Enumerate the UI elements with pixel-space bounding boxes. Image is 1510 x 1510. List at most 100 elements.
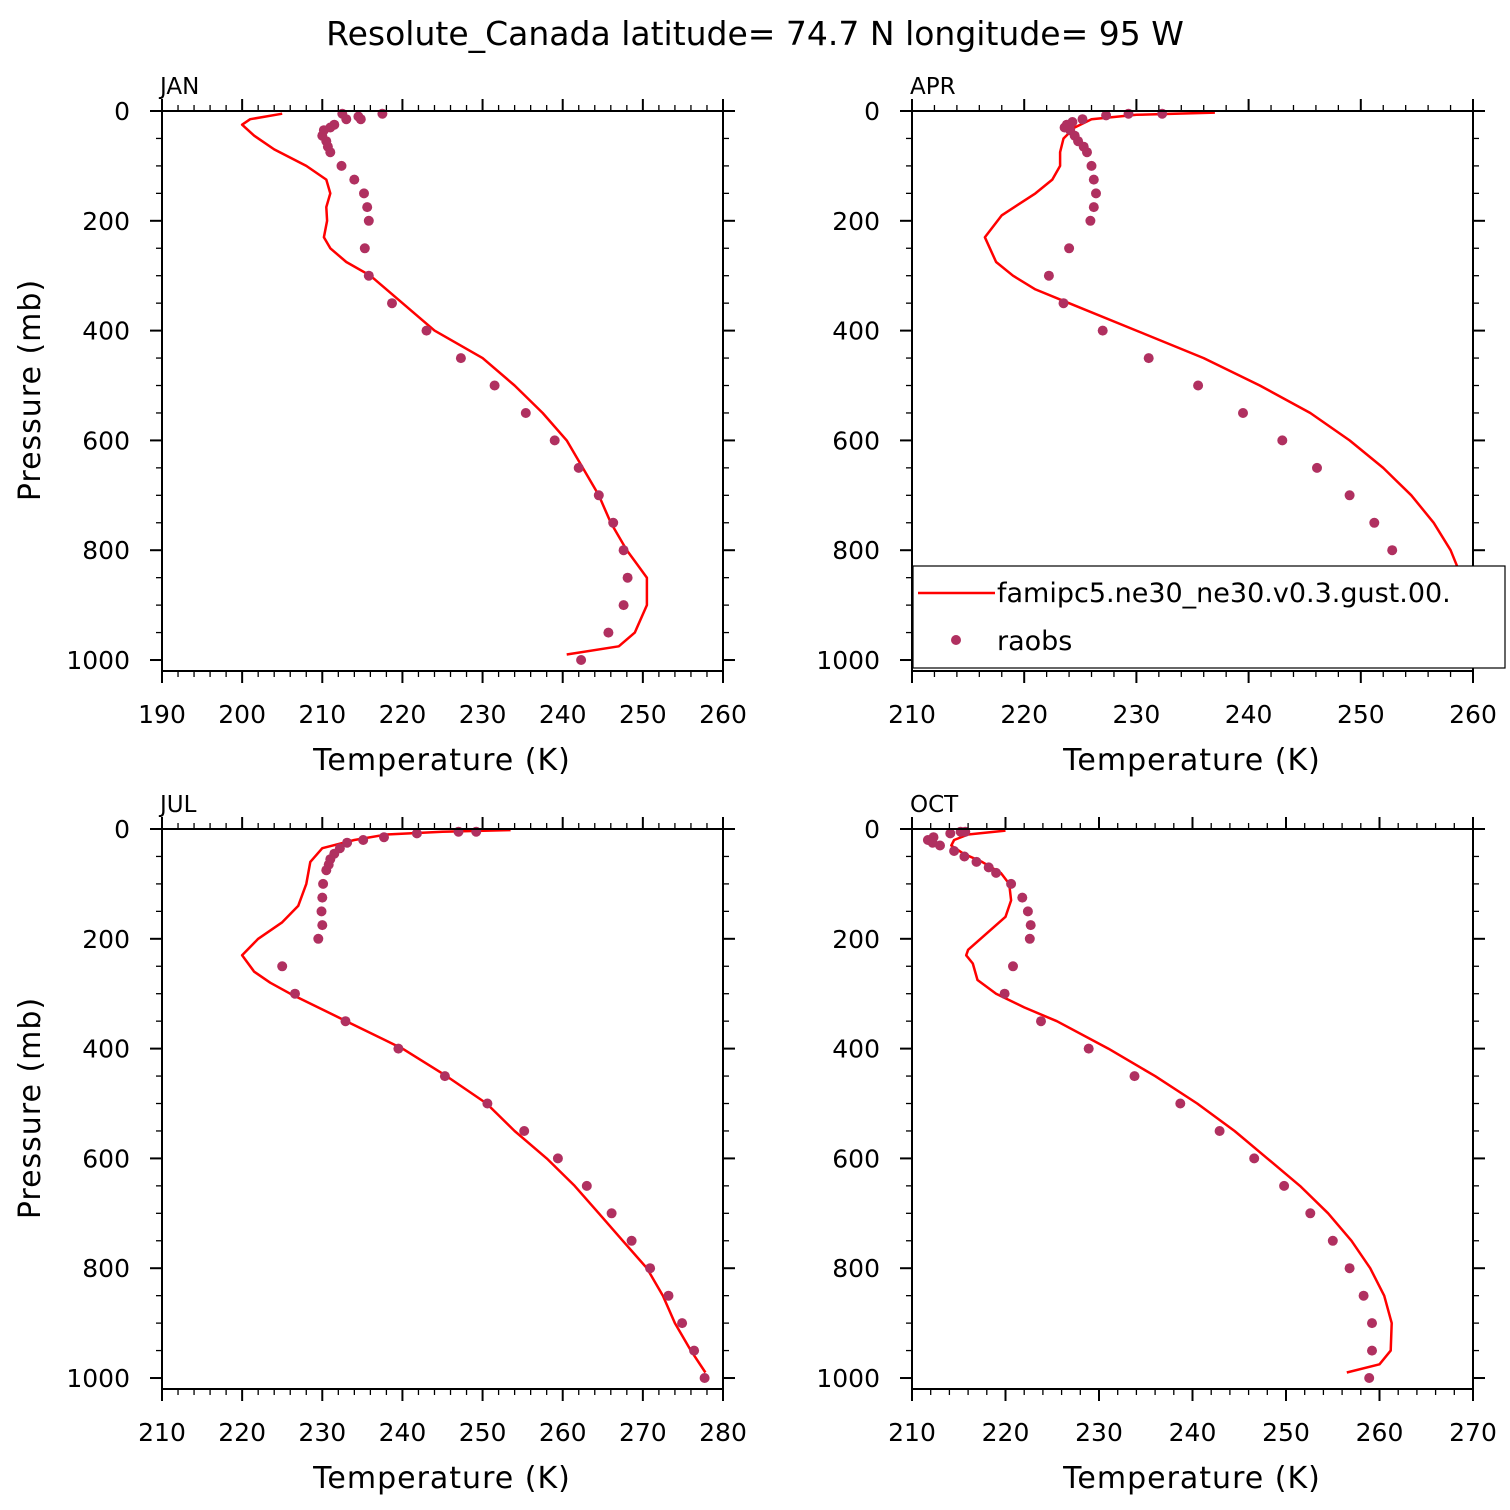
- obs-point: [1101, 110, 1112, 121]
- obs-point: [1277, 435, 1288, 446]
- x-tick-label: 230: [1075, 1418, 1123, 1447]
- obs-point: [1312, 462, 1322, 473]
- series-line-model: [983, 111, 1466, 662]
- obs-point: [971, 856, 982, 867]
- obs-point: [1088, 174, 1099, 185]
- x-tick-label: 240: [1225, 700, 1273, 729]
- x-tick-label: 230: [1113, 700, 1161, 729]
- panel-apr: APR 210 220 230 240 250 26002004006008001000 …: [816, 74, 1496, 778]
- obs-point: [393, 1043, 404, 1054]
- obs-point: [1058, 298, 1069, 309]
- legend-box: [912, 565, 1506, 669]
- x-tick-label: 200: [218, 700, 266, 729]
- x-tick-label: 250: [1262, 1418, 1310, 1447]
- x-tick-label: 240: [1169, 1418, 1217, 1447]
- series-line-model: [950, 829, 1393, 1374]
- x-axis-label: Temperature (K): [312, 1461, 571, 1496]
- y-tick-label: 800: [82, 536, 130, 565]
- obs-point: [363, 270, 374, 281]
- y-tick-label: 800: [832, 536, 880, 565]
- obs-point: [645, 1263, 656, 1274]
- x-tick-label: 250: [459, 1418, 507, 1447]
- x-tick-label: 190: [138, 700, 186, 729]
- x-axis-label: Temperature (K): [312, 743, 571, 778]
- obs-point: [342, 837, 353, 848]
- obs-point: [1091, 188, 1101, 199]
- obs-point: [622, 572, 633, 583]
- obs-point: [482, 1098, 493, 1109]
- obs-point: [359, 188, 369, 199]
- x-tick-label: 210: [888, 700, 936, 729]
- obs-point: [1344, 490, 1355, 501]
- plot-area: [240, 108, 649, 665]
- obs-point: [1193, 380, 1204, 391]
- obs-point: [581, 1180, 592, 1191]
- obs-point: [520, 408, 531, 418]
- obs-point: [999, 988, 1010, 999]
- x-tick-label: 260: [1449, 700, 1497, 729]
- obs-point: [593, 490, 604, 501]
- y-tick-label: 400: [82, 1035, 130, 1064]
- y-tick-label: 0: [864, 97, 880, 126]
- y-tick-label: 200: [82, 925, 130, 954]
- obs-point: [1143, 353, 1154, 364]
- x-tick-label: 250: [619, 700, 667, 729]
- obs-point: [1043, 270, 1054, 281]
- x-tick-label: 270: [1449, 1418, 1497, 1447]
- obs-point: [618, 600, 629, 611]
- obs-point: [1064, 243, 1075, 254]
- legend-obs-label: raobs: [997, 626, 1072, 657]
- obs-point: [1086, 160, 1097, 171]
- obs-point: [603, 627, 614, 638]
- y-tick-label: 0: [114, 815, 130, 844]
- panel-jan: JAN 190 200 210 220 230 240 250 260 0 200 400 600 80…: [13, 74, 747, 778]
- obs-point: [626, 1235, 637, 1246]
- obs-point: [1175, 1098, 1186, 1109]
- axes: 210 220 230 240 250 260 270 0 200 400 600 800 1000: [816, 815, 1496, 1447]
- obs-point: [959, 851, 970, 862]
- y-tick-label: 1000: [816, 1364, 880, 1393]
- legend: famipc5.ne30_ne30.v0.3.gust.00. raobs: [912, 565, 1506, 669]
- obs-point: [379, 832, 389, 843]
- obs-point: [689, 1345, 700, 1356]
- obs-point: [318, 878, 329, 889]
- legend-obs-marker: [951, 635, 961, 645]
- obs-point: [1238, 408, 1248, 418]
- obs-point: [355, 114, 366, 125]
- obs-point: [1344, 1263, 1355, 1274]
- obs-point: [1088, 202, 1099, 213]
- obs-point: [1025, 920, 1036, 931]
- figure-title: Resolute_Canada latitude= 74.7 N longitu…: [326, 14, 1184, 53]
- obs-point: [519, 1126, 530, 1136]
- y-tick-label: 600: [82, 426, 130, 455]
- y-tick-label: 1000: [816, 646, 880, 675]
- x-tick-label: 210: [138, 1418, 186, 1447]
- obs-point: [489, 380, 500, 391]
- panel-title: JAN: [158, 74, 199, 100]
- series-line-model: [240, 112, 649, 656]
- panel-title: OCT: [910, 792, 959, 818]
- obs-point: [316, 906, 327, 917]
- obs-point: [1327, 1235, 1338, 1246]
- x-tick-label: 240: [379, 1418, 427, 1447]
- obs-point: [983, 862, 994, 873]
- obs-point: [1024, 933, 1035, 944]
- obs-point: [1097, 325, 1108, 336]
- obs-point: [606, 1208, 617, 1219]
- plot-frame: [161, 828, 724, 1390]
- panel-oct: OCT 210 220 230 240 250 260 270 0 200 400 600 800 10…: [816, 792, 1496, 1496]
- obs-point: [663, 1290, 674, 1301]
- y-tick-label: 0: [114, 97, 130, 126]
- y-tick-label: 1000: [66, 1364, 130, 1393]
- obs-point: [618, 545, 629, 556]
- obs-point: [421, 325, 432, 336]
- axes: 210 220 230 240 250 260 0 200 400 600 800 1000: [816, 97, 1496, 729]
- x-axis-label: Temperature (K): [1062, 743, 1321, 778]
- obs-point: [325, 147, 336, 158]
- x-tick-label: 270: [619, 1418, 667, 1447]
- obs-point: [1249, 1153, 1260, 1164]
- x-tick-label: 230: [298, 1418, 346, 1447]
- obs-point: [949, 846, 960, 856]
- obs-point: [699, 1373, 710, 1383]
- obs-point: [1387, 545, 1398, 556]
